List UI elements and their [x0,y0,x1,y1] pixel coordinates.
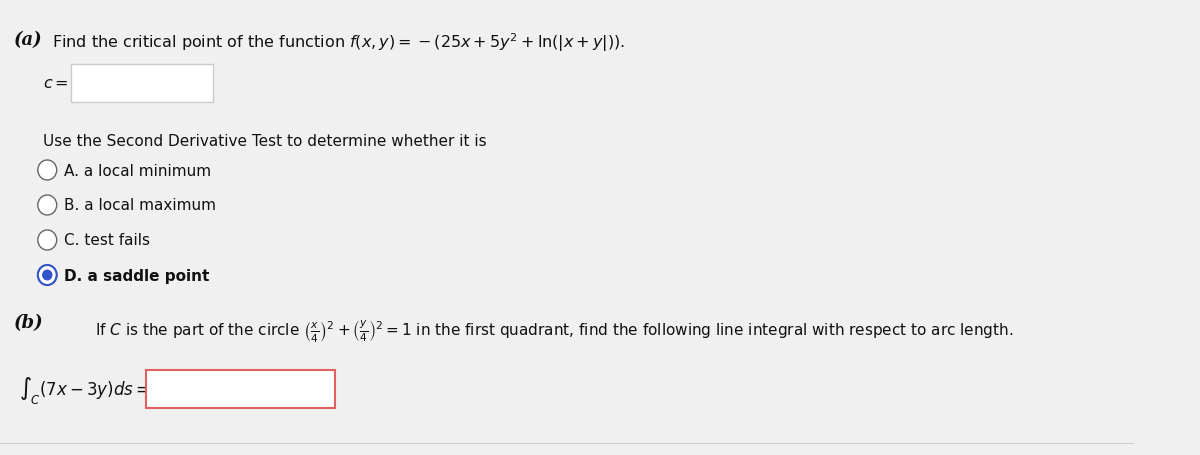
Text: If $C$ is the part of the circle $\left(\frac{x}{4}\right)^2 + \left(\frac{y}{4}: If $C$ is the part of the circle $\left(… [95,317,1013,343]
FancyBboxPatch shape [71,65,212,103]
Circle shape [38,265,56,285]
Text: $c =$: $c =$ [42,76,68,91]
Text: (a): (a) [14,31,43,49]
FancyBboxPatch shape [146,370,336,408]
Text: Find the critical point of the function $f(x, y) = -(25x + 5y^2 + \ln(|x + y|))$: Find the critical point of the function … [52,31,625,54]
Circle shape [38,161,56,181]
Text: (b): (b) [14,313,44,331]
Circle shape [42,270,53,281]
Text: C. test fails: C. test fails [65,233,150,248]
Text: B. a local maximum: B. a local maximum [65,198,216,213]
Circle shape [38,231,56,250]
Circle shape [38,196,56,216]
Text: A. a local minimum: A. a local minimum [65,163,211,178]
Text: D. a saddle point: D. a saddle point [65,268,210,283]
Text: $\int_C (7x - 3y)ds =$: $\int_C (7x - 3y)ds =$ [19,374,150,405]
Text: Use the Second Derivative Test to determine whether it is: Use the Second Derivative Test to determ… [42,134,486,149]
